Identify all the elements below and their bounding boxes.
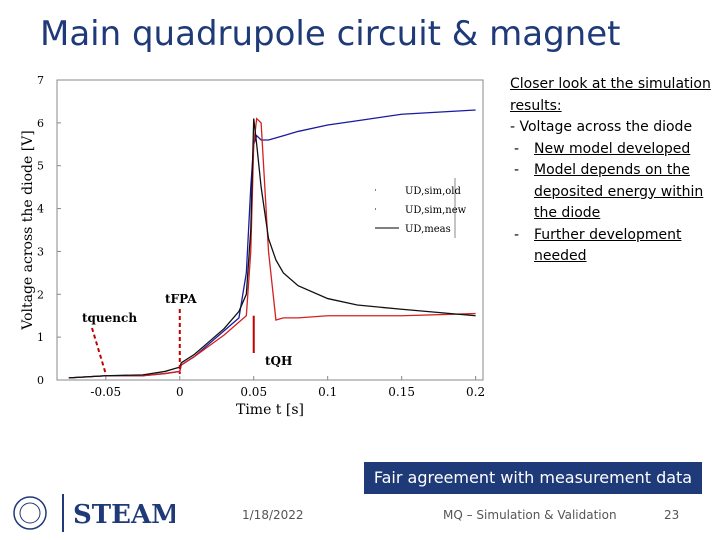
y-tick-label: 7 — [37, 74, 44, 87]
notes-heading: Closer look at the simulation results: — [510, 76, 711, 114]
y-tick-label: 6 — [37, 117, 44, 130]
steam-logo: STEAM — [73, 500, 175, 530]
slide-title: Main quadrupole circuit & magnet — [40, 14, 621, 54]
notes-subitem: New model developed — [514, 139, 715, 161]
annotation-arrow — [91, 327, 107, 375]
cern-logo-ring — [19, 502, 41, 524]
x-tick-label: 0.1 — [318, 385, 337, 399]
legend-label: UD,sim,new — [405, 205, 467, 216]
notes-list: New model developedModel depends on the … — [510, 139, 715, 268]
x-tick-label: 0.15 — [388, 385, 415, 399]
legend-label: UD,meas — [405, 224, 451, 235]
y-tick-label: 2 — [37, 288, 44, 301]
series-line — [68, 118, 476, 379]
cern-logo — [13, 496, 47, 530]
footer-text: MQ – Simulation & Validation — [443, 508, 617, 522]
y-tick-label: 4 — [37, 203, 44, 216]
y-axis-label: Voltage across the diode [V] — [20, 130, 36, 331]
annotation: tFPA — [165, 292, 197, 306]
x-tick-label: 0 — [176, 385, 184, 399]
y-tick-label: 0 — [37, 374, 44, 387]
notes: Closer look at the simulation results: -… — [510, 74, 715, 268]
footer-date: 1/18/2022 — [242, 508, 304, 522]
plot-frame — [56, 79, 484, 381]
page-number: 23 — [664, 508, 680, 522]
legend-label: UD,sim,old — [405, 186, 461, 197]
annotation: tquench — [82, 311, 137, 325]
x-tick-label: 0.05 — [240, 385, 267, 399]
series-line — [68, 109, 476, 379]
callout: Fair agreement with measurement data — [364, 462, 702, 494]
x-tick-label: 0.2 — [466, 385, 485, 399]
notes-subitem: Model depends on the deposited energy wi… — [514, 160, 715, 225]
x-axis-label: Time t [s] — [236, 402, 304, 418]
y-tick-label: 5 — [37, 160, 44, 173]
y-tick-label: 3 — [37, 245, 44, 258]
chart: 0 1 2 3 4 5 6 7 -0.05 0 0.05 0.1 0.15 0.2 Time t [s] Vo… — [20, 74, 485, 418]
notes-subitem: Further development needed — [514, 225, 715, 268]
annotation: tQH — [265, 354, 292, 368]
series-line — [68, 117, 476, 379]
logos: STEAM — [13, 494, 175, 532]
notes-item: - Voltage across the diode — [510, 119, 693, 135]
y-tick-label: 1 — [37, 331, 44, 344]
x-tick-label: -0.05 — [90, 385, 121, 399]
